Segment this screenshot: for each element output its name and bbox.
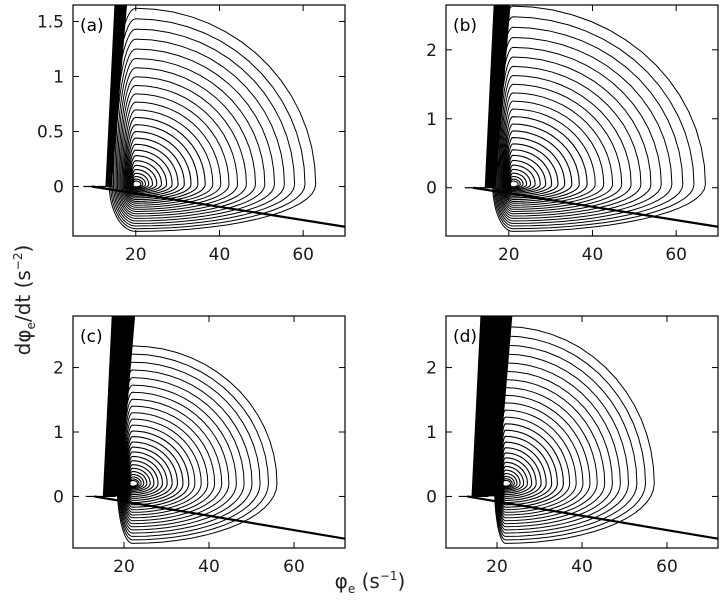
x-tick-label: 60 bbox=[292, 245, 314, 265]
trajectory-loop bbox=[129, 160, 163, 193]
x-tick-label: 20 bbox=[113, 557, 135, 577]
trajectory-loop bbox=[500, 92, 614, 210]
trajectory-loop bbox=[503, 116, 588, 204]
trajectory-loop bbox=[131, 172, 150, 190]
y-tick-label: 0 bbox=[53, 487, 64, 507]
panel-label: (d) bbox=[453, 327, 477, 347]
trajectory-loop bbox=[125, 130, 192, 201]
panel-label: (b) bbox=[453, 16, 477, 36]
trajectory-group bbox=[458, 316, 718, 544]
trajectory-loop bbox=[495, 36, 673, 224]
trajectory-loop bbox=[128, 149, 173, 196]
trajectory-loop bbox=[502, 108, 596, 206]
trajectory-loop bbox=[114, 48, 275, 222]
trajectory-loop bbox=[118, 76, 247, 215]
trajectory-loop bbox=[121, 101, 222, 208]
trajectory-loop bbox=[501, 100, 605, 208]
panel-b: 20 40 60 0 1 2 (b) bbox=[426, 4, 719, 265]
dense-band bbox=[471, 316, 513, 497]
axes-frame bbox=[72, 4, 346, 237]
trajectory-loop bbox=[504, 123, 580, 202]
trajectory-loop bbox=[129, 479, 139, 487]
trajectory-group bbox=[464, 5, 718, 232]
trajectory-group bbox=[85, 316, 345, 544]
trajectory-loop bbox=[116, 67, 256, 217]
trajectory-group bbox=[83, 5, 345, 232]
x-tick-label: 40 bbox=[582, 245, 604, 265]
trajectory-loop bbox=[504, 130, 573, 201]
panel-d: 20 40 60 0 1 2 (d) bbox=[426, 315, 719, 577]
y-tick-label: 0 bbox=[53, 178, 64, 198]
trajectory-loop bbox=[506, 149, 553, 196]
trajectory-loop bbox=[127, 143, 179, 197]
panel-label: (c) bbox=[80, 327, 103, 347]
y-tick-label: 2 bbox=[426, 359, 437, 379]
trajectory-loop bbox=[111, 28, 296, 227]
x-tick-label: 20 bbox=[498, 245, 520, 265]
trajectory-loop bbox=[506, 143, 559, 197]
y-tick-label: 1 bbox=[426, 423, 437, 443]
trajectory-loop bbox=[123, 116, 206, 204]
x-axis-title: φe (s−1) bbox=[335, 569, 406, 596]
trajectory-loop bbox=[124, 424, 196, 511]
trajectory-loop bbox=[509, 180, 519, 188]
return-line bbox=[467, 495, 718, 540]
x-tick-label: 60 bbox=[665, 245, 687, 265]
trajectory-loop bbox=[123, 412, 209, 516]
x-tick-label: 40 bbox=[209, 245, 231, 265]
y-axis-title: dφe/dt (s−2) bbox=[11, 245, 38, 356]
trajectory-loop bbox=[496, 46, 662, 222]
y-tick-label: 2 bbox=[53, 359, 64, 379]
trajectory-loop bbox=[112, 38, 285, 224]
x-tick-label: 40 bbox=[571, 557, 593, 577]
trajectory-loop bbox=[493, 326, 655, 544]
axes-frame bbox=[445, 4, 719, 237]
trajectory-loop bbox=[119, 84, 238, 213]
trajectory-loop bbox=[118, 361, 261, 537]
trajectory-loop bbox=[119, 369, 253, 534]
trajectory-loop bbox=[502, 479, 512, 487]
trajectory-loop bbox=[124, 124, 199, 202]
x-tick-label: 20 bbox=[486, 557, 508, 577]
y-tick-label: 1.5 bbox=[37, 13, 64, 33]
trajectory-loop bbox=[123, 418, 202, 513]
trajectory-loop bbox=[499, 74, 632, 215]
trajectory-loop bbox=[497, 56, 652, 219]
trajectory-loop bbox=[130, 164, 158, 192]
y-tick-label: 0 bbox=[426, 487, 437, 507]
trajectory-loop bbox=[121, 391, 230, 525]
trajectory-loop bbox=[122, 109, 214, 206]
trajectory-loop bbox=[498, 65, 642, 217]
y-tick-label: 1 bbox=[426, 110, 437, 130]
x-tick-label: 20 bbox=[125, 245, 147, 265]
trajectory-loop bbox=[115, 57, 266, 219]
trajectory-loop bbox=[129, 155, 168, 194]
trajectory-loop bbox=[507, 159, 541, 193]
trajectory-loop bbox=[126, 137, 185, 199]
y-tick-label: 0.5 bbox=[37, 123, 64, 143]
y-tick-label: 1 bbox=[53, 68, 64, 88]
y-tick-label: 0 bbox=[426, 179, 437, 199]
trajectory-loop bbox=[505, 137, 566, 199]
x-tick-label: 40 bbox=[198, 557, 220, 577]
panel-label: (a) bbox=[80, 16, 104, 36]
x-tick-label: 60 bbox=[656, 557, 678, 577]
trajectory-loop bbox=[122, 405, 216, 519]
dense-band bbox=[484, 5, 511, 188]
trajectory-loop bbox=[500, 83, 623, 213]
trajectory-loop bbox=[121, 398, 223, 522]
trajectory-loop bbox=[120, 384, 237, 528]
trajectory-loop bbox=[132, 180, 142, 188]
y-tick-label: 1 bbox=[53, 423, 64, 443]
dense-band bbox=[102, 316, 136, 497]
y-tick-label: 2 bbox=[426, 41, 437, 61]
dense-band bbox=[105, 5, 128, 187]
trajectory-loop bbox=[120, 93, 230, 210]
panel-c: 20 40 60 0 1 2 (c) bbox=[53, 315, 346, 577]
x-tick-label: 60 bbox=[283, 557, 305, 577]
panel-a: 20 40 60 0 0.5 1 1.5 (a) bbox=[37, 4, 346, 265]
